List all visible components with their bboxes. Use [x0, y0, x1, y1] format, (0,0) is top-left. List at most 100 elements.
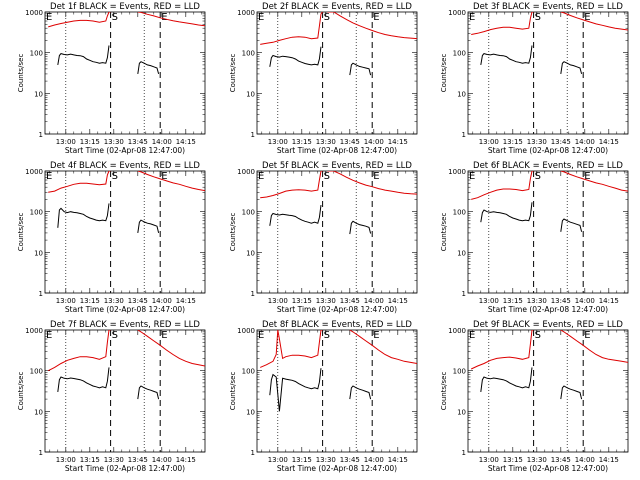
series-line-events: [269, 368, 322, 412]
x-tick-label: 13:00: [56, 456, 76, 464]
y-tick-label: 1000: [25, 327, 43, 335]
x-tick-label: 13:00: [268, 297, 288, 305]
y-tick-label: 100: [453, 209, 466, 217]
chart-panel-1: Det 1f BLACK = Events, RED = LLD 1 10 100 10…: [17, 2, 206, 155]
x-axis-label: Start Time (02-Apr-08 12:47:00): [65, 464, 185, 473]
marker-e: E: [373, 330, 379, 341]
x-tick-label: 14:00: [364, 297, 384, 305]
marker-s: S: [324, 12, 330, 23]
y-tick-label: 100: [242, 209, 255, 217]
chart-panel-5: Det 5f BLACK = Events, RED = LLD 1 10 100 10…: [229, 161, 418, 314]
chart-panel-6: Det 6f BLACK = Events, RED = LLD 1 10 100 10…: [440, 161, 629, 314]
x-tick-label: 14:00: [152, 456, 172, 464]
plot-frame: [256, 11, 418, 135]
y-tick-label: 100: [30, 209, 43, 217]
chart-title: Det 5f BLACK = Events, RED = LLD: [262, 161, 412, 171]
x-tick-label: 13:30: [527, 297, 547, 305]
chart-title: Det 3f BLACK = Events, RED = LLD: [473, 2, 623, 12]
y-tick-label: 10: [457, 249, 466, 257]
x-tick-label: 13:15: [503, 297, 523, 305]
y-tick-label: 1000: [448, 9, 466, 17]
marker-e-left: E: [46, 12, 52, 23]
x-tick-label: 13:30: [316, 456, 336, 464]
series-line-events: [480, 202, 533, 223]
y-axis-label: Counts/sec: [17, 372, 25, 411]
x-tick-label: 13:15: [80, 297, 100, 305]
x-tick-label: 13:00: [479, 297, 499, 305]
x-axis-label: Start Time (02-Apr-08 12:47:00): [488, 146, 608, 155]
marker-e-left: E: [469, 12, 475, 23]
x-tick-label: 13:15: [292, 297, 312, 305]
y-tick-label: 100: [242, 50, 255, 58]
plot-frame: [44, 11, 206, 135]
series-line-lld: [327, 171, 417, 195]
series-line-events: [137, 219, 160, 234]
x-tick-label: 14:15: [388, 456, 408, 464]
x-tick-label: 13:30: [527, 456, 547, 464]
y-tick-label: 1: [462, 449, 466, 457]
y-tick-label: 100: [30, 368, 43, 376]
series-line-lld: [560, 171, 628, 192]
y-tick-label: 1: [39, 131, 43, 139]
x-tick-label: 13:15: [80, 138, 100, 146]
y-tick-label: 10: [34, 249, 43, 257]
series-line-lld: [471, 171, 534, 200]
x-tick-label: 13:15: [503, 456, 523, 464]
series-line-events: [57, 45, 110, 65]
y-tick-label: 1: [462, 290, 466, 298]
x-tick-label: 14:00: [575, 456, 595, 464]
marker-e: E: [161, 330, 167, 341]
series-line-lld: [137, 171, 205, 192]
y-tick-label: 1000: [237, 168, 255, 176]
x-tick-label: 13:45: [340, 456, 360, 464]
y-tick-label: 10: [34, 408, 43, 416]
x-tick-label: 13:45: [340, 297, 360, 305]
y-tick-label: 1000: [448, 327, 466, 335]
series-line-events: [480, 367, 533, 392]
x-axis-label: Start Time (02-Apr-08 12:47:00): [277, 305, 397, 314]
x-tick-label: 13:45: [128, 138, 148, 146]
marker-s: S: [112, 330, 118, 341]
y-tick-label: 10: [457, 408, 466, 416]
x-tick-label: 14:00: [575, 138, 595, 146]
x-tick-label: 14:15: [176, 297, 196, 305]
y-axis-label: Counts/sec: [440, 54, 448, 93]
x-tick-label: 14:00: [364, 456, 384, 464]
y-axis-label: Counts/sec: [440, 213, 448, 252]
plot-frame: [44, 329, 206, 453]
marker-e: E: [584, 330, 590, 341]
y-tick-label: 1: [251, 449, 255, 457]
x-tick-label: 13:45: [340, 138, 360, 146]
series-line-events: [57, 367, 110, 392]
x-tick-label: 14:15: [388, 138, 408, 146]
x-tick-label: 14:15: [176, 456, 196, 464]
marker-e-left: E: [258, 171, 264, 182]
y-tick-label: 1: [39, 290, 43, 298]
marker-e-left: E: [258, 330, 264, 341]
x-tick-label: 13:15: [292, 138, 312, 146]
x-tick-label: 13:15: [503, 138, 523, 146]
y-tick-label: 10: [457, 90, 466, 98]
chart-title: Det 4f BLACK = Events, RED = LLD: [50, 161, 200, 171]
chart-panel-9: Det 9f BLACK = Events, RED = LLD 1 10 100 10…: [440, 320, 629, 473]
marker-e-left: E: [469, 171, 475, 182]
series-line-lld: [560, 330, 628, 363]
series-line-events: [137, 61, 160, 75]
y-tick-label: 1: [39, 449, 43, 457]
marker-s: S: [112, 171, 118, 182]
chart-title: Det 7f BLACK = Events, RED = LLD: [50, 320, 200, 330]
x-tick-label: 13:45: [551, 297, 571, 305]
chart-panel-2: Det 2f BLACK = Events, RED = LLD 1 10 100 10…: [229, 2, 418, 155]
marker-s: S: [324, 171, 330, 182]
y-tick-label: 100: [242, 368, 255, 376]
x-tick-label: 14:00: [152, 297, 172, 305]
y-axis-label: Counts/sec: [17, 213, 25, 252]
series-line-lld: [137, 12, 205, 27]
series-line-events: [269, 46, 322, 67]
series-line-lld: [137, 330, 205, 367]
chart-panel-8: Det 8f BLACK = Events, RED = LLD 1 10 100 10…: [229, 320, 418, 473]
x-tick-label: 13:15: [80, 456, 100, 464]
x-tick-label: 14:00: [575, 297, 595, 305]
series-line-events: [57, 203, 110, 228]
